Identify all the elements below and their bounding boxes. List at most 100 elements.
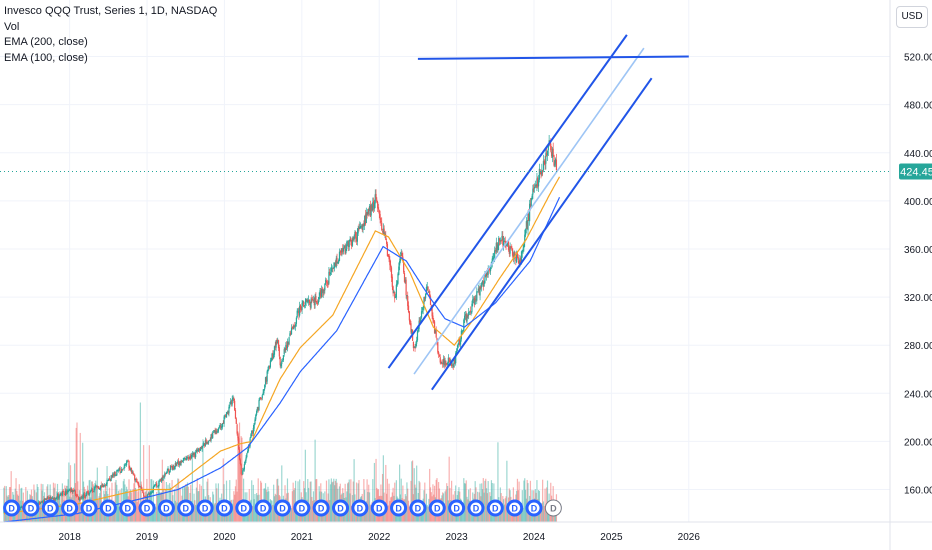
dividend-marker[interactable]: D xyxy=(254,499,272,517)
candle-body xyxy=(379,213,381,220)
volume-bar xyxy=(406,482,408,522)
candle-body xyxy=(429,296,432,305)
candle-body xyxy=(41,501,43,503)
dividend-marker[interactable]: D xyxy=(3,499,21,517)
candle-body xyxy=(437,341,439,353)
dividend-marker[interactable]: D xyxy=(428,499,446,517)
candle-body xyxy=(308,299,311,304)
symbol-title[interactable]: Invesco QQQ Trust, Series 1, 1D, NASDAQ xyxy=(4,5,218,17)
candle-body xyxy=(390,267,393,278)
volume-indicator-label[interactable]: Vol xyxy=(4,20,20,33)
volume-bar xyxy=(134,480,136,522)
candle-body xyxy=(72,490,74,492)
dividend-circle-inner xyxy=(64,502,76,514)
candle-body xyxy=(304,301,306,305)
volume-bar xyxy=(350,479,352,522)
candle-body xyxy=(98,487,100,490)
candle-body xyxy=(393,291,395,294)
volume-bar xyxy=(61,483,63,522)
candle-body xyxy=(530,198,532,208)
dividend-marker[interactable]: D xyxy=(544,499,562,517)
volume-bar xyxy=(271,500,273,522)
candle-body xyxy=(142,489,144,494)
volume-bar xyxy=(120,504,122,522)
candle-body xyxy=(347,240,349,242)
dividend-marker[interactable]: D xyxy=(22,499,40,517)
dividend-marker[interactable]: D xyxy=(215,499,233,517)
dividend-marker[interactable]: D xyxy=(525,499,543,517)
dividend-marker[interactable]: D xyxy=(312,499,330,517)
dividend-marker[interactable]: D xyxy=(273,499,291,517)
volume-bar xyxy=(171,479,173,522)
candle-body xyxy=(364,214,367,225)
candle-body xyxy=(197,449,199,451)
dividend-marker[interactable]: D xyxy=(293,499,311,517)
candle-body xyxy=(415,343,417,348)
candle-body xyxy=(401,252,403,257)
trendline-layer[interactable] xyxy=(387,34,689,391)
candle-body xyxy=(125,464,127,466)
dividend-marker[interactable]: D xyxy=(119,499,137,517)
candle-body xyxy=(312,299,315,301)
candle-body xyxy=(251,430,253,434)
candle-body xyxy=(500,239,502,242)
volume-bar xyxy=(304,449,306,522)
candle-body xyxy=(408,311,410,321)
dividend-marker[interactable]: D xyxy=(177,499,195,517)
candle-body xyxy=(266,371,268,382)
candle-body xyxy=(160,479,162,482)
time-tick-label: 2018 xyxy=(59,532,82,543)
candle-body xyxy=(242,469,245,470)
dividend-label: D xyxy=(376,504,383,514)
volume-bar xyxy=(484,480,486,522)
candle-body xyxy=(130,468,132,471)
candle-body xyxy=(421,311,423,312)
candle-body xyxy=(112,474,115,476)
dividend-marker[interactable]: D xyxy=(370,499,388,517)
candle-body xyxy=(69,488,72,492)
dividend-marker[interactable]: D xyxy=(41,499,59,517)
dividend-marker[interactable]: D xyxy=(332,499,350,517)
candle-body xyxy=(277,340,279,344)
candle-body xyxy=(118,467,120,471)
candle-body xyxy=(432,315,434,320)
candle-body xyxy=(136,480,138,483)
candle-body xyxy=(503,240,506,242)
candle-body xyxy=(554,164,556,166)
dividend-marker[interactable]: D xyxy=(138,499,156,517)
dividend-marker[interactable]: D xyxy=(486,499,504,517)
dividend-marker[interactable]: D xyxy=(467,499,485,517)
currency-button[interactable]: USD xyxy=(896,6,928,28)
candle-body xyxy=(327,283,329,285)
volume-bar xyxy=(39,506,41,522)
dividend-marker[interactable]: D xyxy=(390,499,408,517)
dividend-marker[interactable]: D xyxy=(99,499,117,517)
ema200-indicator-label[interactable]: EMA (200, close) xyxy=(4,36,88,48)
dividend-marker[interactable]: D xyxy=(157,499,175,517)
candle-body xyxy=(99,485,102,490)
candle-body xyxy=(553,155,555,166)
candle-body xyxy=(62,491,64,492)
ema100-indicator-label[interactable]: EMA (100, close) xyxy=(4,51,88,64)
candle-body xyxy=(226,411,228,414)
dividend-marker[interactable]: D xyxy=(235,499,253,517)
candle-body xyxy=(234,410,237,419)
candle-body xyxy=(455,353,457,364)
candle-body xyxy=(73,490,76,492)
volume-bar xyxy=(158,479,160,522)
candle-body xyxy=(214,429,216,435)
dividend-marker[interactable]: D xyxy=(196,499,214,517)
candle-body xyxy=(297,311,299,313)
candle-body xyxy=(395,284,397,298)
dividend-marker[interactable]: D xyxy=(61,499,79,517)
dividend-marker[interactable]: D xyxy=(448,499,466,517)
candle-body xyxy=(94,486,96,490)
dividend-marker[interactable]: D xyxy=(80,499,98,517)
dividend-marker[interactable]: D xyxy=(351,499,369,517)
candle-body xyxy=(157,485,159,487)
dividend-marker[interactable]: D xyxy=(409,499,427,517)
candle-body xyxy=(537,179,540,187)
dividend-marker[interactable]: D xyxy=(506,499,524,517)
